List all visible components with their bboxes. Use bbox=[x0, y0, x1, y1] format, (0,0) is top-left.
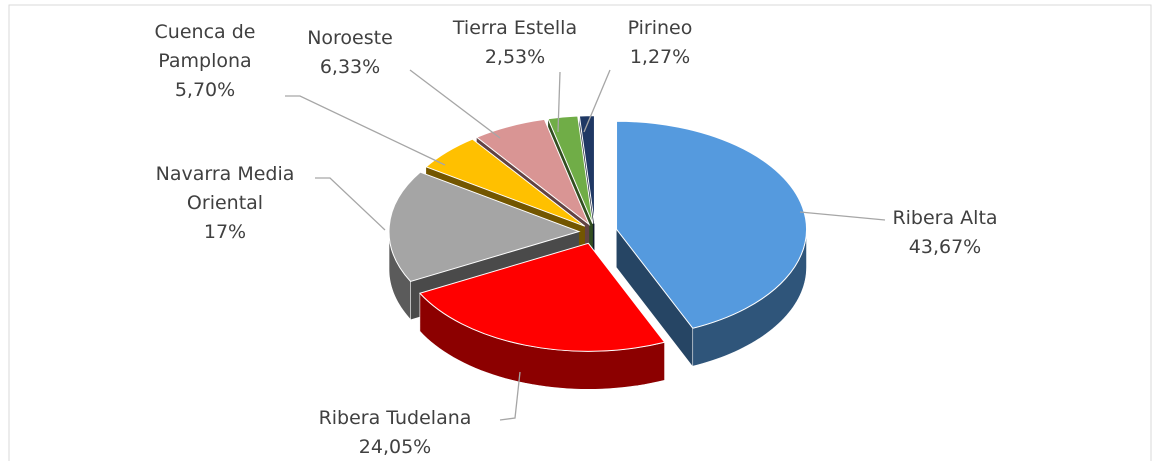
chart-frame bbox=[8, 4, 1152, 461]
value-label: 2,53% bbox=[484, 46, 546, 68]
slice bbox=[388, 171, 581, 283]
leader-line bbox=[557, 71, 561, 133]
value-label: 43,67% bbox=[908, 236, 982, 258]
leader-line bbox=[409, 69, 501, 139]
slice-radial-face bbox=[616, 229, 693, 367]
data-label: Tierra Estella 2,53% bbox=[420, 14, 610, 72]
leader-line bbox=[799, 211, 886, 221]
leader-line bbox=[285, 95, 446, 166]
data-label: Cuenca de Pamplona 5,70% bbox=[110, 18, 300, 105]
slice bbox=[616, 120, 807, 329]
leader-line bbox=[499, 371, 521, 421]
value-label: 17% bbox=[203, 221, 247, 243]
leader-line bbox=[583, 69, 611, 133]
slice bbox=[578, 115, 595, 224]
data-label: Pirineo 1,27% bbox=[600, 14, 720, 72]
slice bbox=[418, 242, 666, 352]
data-label: Ribera Alta 43,67% bbox=[870, 204, 1020, 262]
data-label: Noroeste 6,33% bbox=[280, 24, 420, 82]
value-label: 1,27% bbox=[629, 46, 691, 68]
slice bbox=[475, 118, 591, 226]
value-label: 5,70% bbox=[174, 79, 236, 101]
data-label: Navarra Media Oriental 17% bbox=[120, 160, 330, 247]
category-label: Noroeste bbox=[307, 27, 393, 49]
category-label: Ribera Tudelana bbox=[318, 407, 472, 429]
leader-line bbox=[315, 177, 386, 231]
slice bbox=[425, 138, 586, 227]
category-label: Cuenca de Pamplona bbox=[154, 21, 256, 72]
category-label: Pirineo bbox=[627, 17, 693, 39]
data-label: Ribera Tudelana 24,05% bbox=[290, 404, 500, 461]
value-label: 6,33% bbox=[319, 56, 381, 78]
slice bbox=[547, 115, 594, 224]
category-label: Tierra Estella bbox=[452, 17, 578, 39]
category-label: Navarra Media Oriental bbox=[155, 163, 295, 214]
value-label: 24,05% bbox=[358, 436, 432, 458]
category-label: Ribera Alta bbox=[892, 207, 998, 229]
